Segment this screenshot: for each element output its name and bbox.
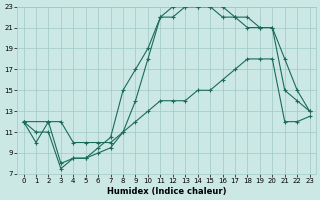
- X-axis label: Humidex (Indice chaleur): Humidex (Indice chaleur): [107, 187, 226, 196]
